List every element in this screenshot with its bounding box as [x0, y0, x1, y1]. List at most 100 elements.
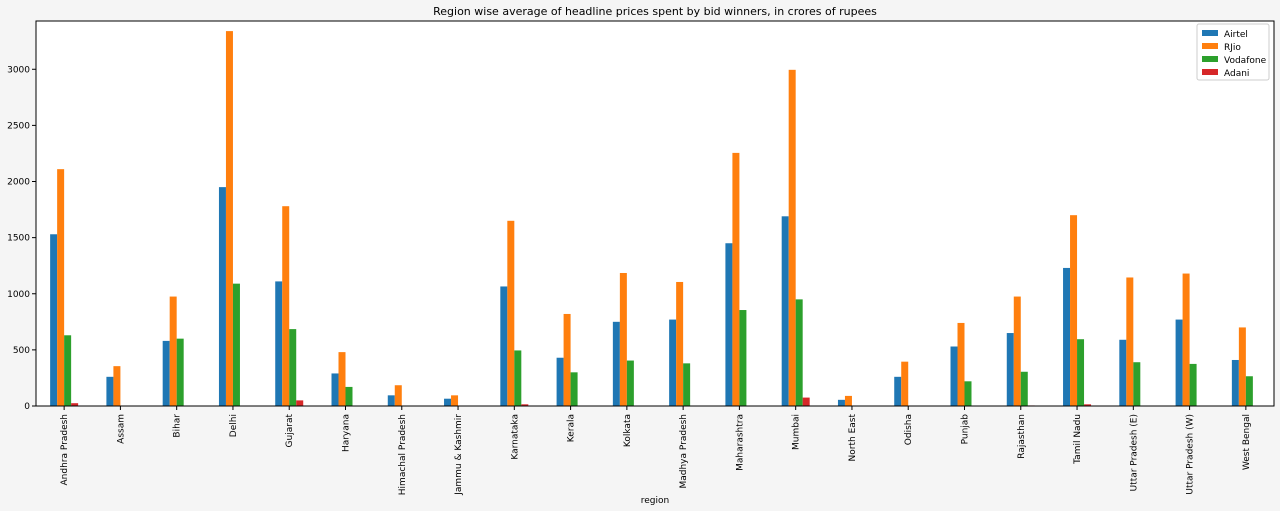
bar-adani-9 — [521, 404, 529, 406]
bar-rjio-17 — [957, 322, 965, 406]
legend-swatch-vodafone — [1202, 56, 1218, 62]
y-tick-label: 3000 — [7, 65, 30, 75]
plot-frame — [35, 20, 1275, 407]
bar-rjio-22 — [1238, 327, 1246, 406]
chart-title: Region wise average of headline prices s… — [433, 5, 877, 18]
bar-rjio-16 — [901, 361, 909, 406]
legend-label-airtel: Airtel — [1224, 30, 1248, 40]
bar-vodafone-21 — [1189, 363, 1197, 406]
bar-rjio-13 — [732, 152, 740, 406]
bar-airtel-3 — [162, 340, 170, 406]
x-tick-label: Punjab — [961, 414, 971, 445]
x-tick-label: Maharashtra — [735, 414, 745, 471]
bar-rjio-4 — [225, 31, 233, 406]
bar-airtel-21 — [1175, 319, 1183, 406]
legend-label-vodafone: Vodafone — [1224, 56, 1267, 66]
bar-airtel-4 — [218, 187, 226, 406]
bar-airtel-22 — [1231, 359, 1239, 406]
bar-rjio-6 — [338, 352, 346, 406]
x-tick-label: North East — [848, 414, 858, 462]
bar-airtel-18 — [1006, 333, 1014, 406]
bar-airtel-1 — [50, 234, 58, 406]
legend-swatch-adani — [1202, 69, 1218, 75]
bar-vodafone-4 — [232, 283, 240, 406]
bar-rjio-10 — [563, 313, 571, 406]
bar-vodafone-14 — [795, 299, 803, 406]
bar-adani-19 — [1084, 404, 1092, 406]
plot-area: 0 500 1000 1500 2000 2500 3000 Andhra Pradesh As… — [7, 20, 1275, 496]
x-axis-label: region — [641, 496, 669, 506]
bar-airtel-7 — [387, 395, 395, 406]
bar-airtel-15 — [837, 399, 845, 406]
x-tick-label: Madhya Pradesh — [679, 414, 689, 489]
bar-rjio-20 — [1126, 277, 1134, 406]
bar-airtel-5 — [275, 281, 283, 406]
bar-vodafone-3 — [176, 338, 184, 406]
bar-rjio-12 — [676, 281, 684, 406]
bar-airtel-20 — [1119, 339, 1127, 406]
x-tick-label: Himachal Pradesh — [398, 414, 408, 495]
bar-vodafone-13 — [739, 310, 747, 406]
bar-vodafone-9 — [514, 350, 522, 406]
legend-swatch-rjio — [1202, 43, 1218, 49]
bar-rjio-11 — [619, 272, 627, 406]
bar-rjio-5 — [282, 206, 290, 406]
bar-airtel-13 — [725, 243, 733, 406]
x-tick-label: Uttar Pradesh (E) — [1129, 414, 1139, 491]
x-tick-label: Tamil Nadu — [1073, 414, 1083, 465]
bar-rjio-15 — [844, 395, 852, 406]
bar-rjio-14 — [788, 69, 796, 406]
bar-vodafone-6 — [345, 386, 353, 406]
x-tick-label: Karnataka — [510, 414, 520, 460]
bar-vodafone-5 — [289, 329, 297, 406]
y-tick-label: 500 — [13, 346, 30, 356]
x-tick-label: Assam — [116, 414, 126, 444]
legend-label-rjio: RJio — [1224, 43, 1241, 53]
y-tick-label: 1500 — [7, 234, 30, 244]
x-tick-label: Delhi — [229, 414, 239, 437]
bar-vodafone-18 — [1020, 371, 1028, 406]
bar-rjio-9 — [507, 220, 515, 406]
bar-adani-5 — [296, 400, 304, 406]
x-tick-label: Gujarat — [285, 414, 295, 448]
bar-rjio-1 — [57, 169, 65, 406]
bar-airtel-8 — [444, 398, 452, 406]
bar-adani-14 — [802, 397, 810, 406]
y-tick-label: 0 — [24, 402, 30, 412]
bar-airtel-17 — [950, 346, 958, 406]
bar-airtel-19 — [1063, 267, 1071, 406]
x-tick-label: Andhra Pradesh — [60, 414, 70, 485]
bar-vodafone-1 — [64, 335, 72, 406]
bar-rjio-7 — [394, 385, 402, 406]
bar-airtel-16 — [894, 376, 902, 406]
bar-vodafone-11 — [626, 360, 634, 406]
bar-airtel-9 — [500, 286, 508, 406]
bar-rjio-21 — [1182, 273, 1190, 406]
y-tick-label: 2000 — [7, 178, 30, 188]
x-tick-label: Jammu & Kashmir — [454, 414, 464, 496]
bar-vodafone-22 — [1245, 376, 1253, 406]
y-tick-label: 1000 — [7, 290, 30, 300]
legend-label-adani: Adani — [1224, 69, 1249, 79]
bar-rjio-2 — [113, 366, 121, 406]
x-tick-label: West Bengal — [1242, 414, 1252, 470]
bar-rjio-18 — [1013, 296, 1021, 406]
bar-rjio-8 — [451, 395, 459, 406]
bar-airtel-14 — [781, 216, 789, 406]
x-tick-label: Kerala — [567, 414, 577, 442]
x-tick-label: Rajasthan — [1017, 414, 1027, 459]
x-tick-label: Haryana — [342, 414, 352, 452]
bar-vodafone-19 — [1077, 339, 1085, 406]
bar-rjio-3 — [169, 296, 177, 406]
x-tick-label: Uttar Pradesh (W) — [1186, 414, 1196, 495]
y-tick-label: 2500 — [7, 121, 30, 131]
x-tick-label: Kolkata — [623, 414, 633, 447]
x-tick-label: Bihar — [173, 414, 183, 438]
bar-vodafone-17 — [964, 381, 972, 406]
bar-adani-1 — [71, 403, 79, 406]
bar-airtel-12 — [669, 319, 677, 406]
bar-airtel-10 — [556, 357, 564, 406]
legend-swatch-airtel — [1202, 30, 1218, 36]
x-tick-label: Mumbai — [792, 414, 802, 450]
bar-airtel-6 — [331, 373, 339, 406]
